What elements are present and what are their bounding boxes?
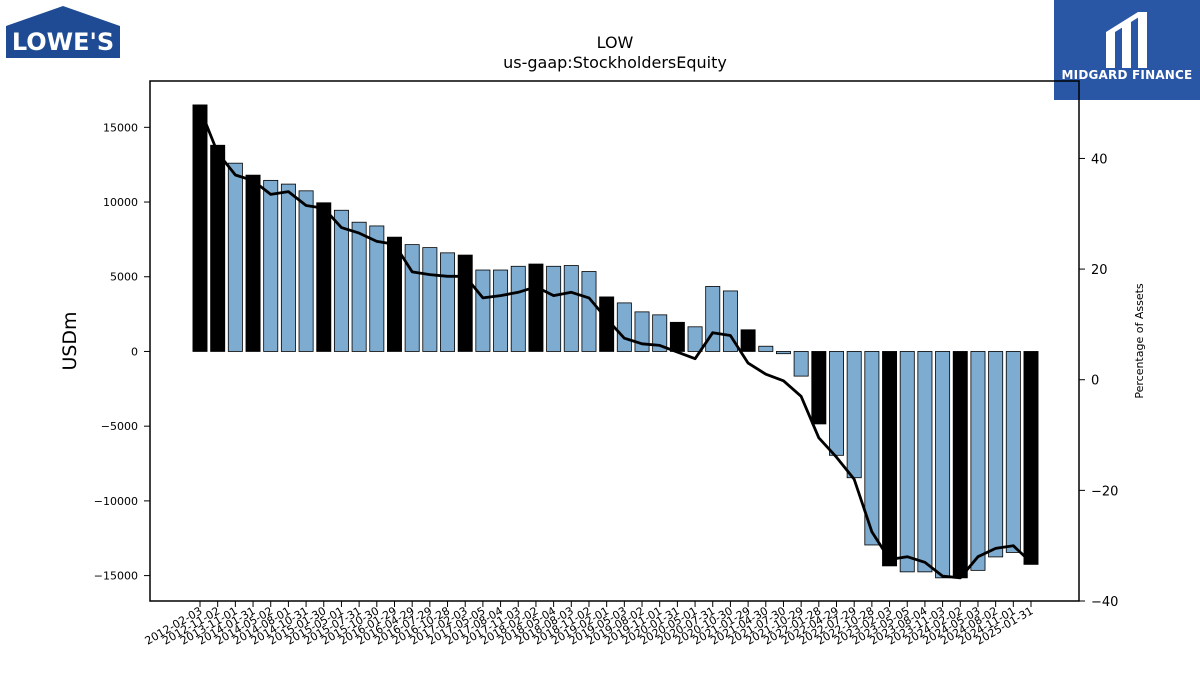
bar-2022-01-28 bbox=[899, 351, 915, 573]
y2-tick-label: 40 bbox=[1091, 152, 1108, 167]
bar-2015-05-01 bbox=[422, 247, 438, 352]
bar-2012-08-03 bbox=[227, 162, 243, 352]
bar-2020-07-31 bbox=[793, 351, 809, 377]
chart-subtitle: us-gaap:StockholdersEquity bbox=[503, 53, 727, 72]
bar-2017-02-03 bbox=[546, 265, 562, 352]
bar-2015-07-31 bbox=[440, 252, 456, 352]
plot-frame bbox=[149, 80, 1080, 602]
bar-2018-11-02 bbox=[669, 321, 685, 352]
bar-2016-01-29 bbox=[475, 269, 491, 352]
bar-2017-11-03 bbox=[599, 296, 615, 352]
bar-2021-04-30 bbox=[846, 351, 862, 479]
y-tick-label: −5000 bbox=[101, 420, 138, 433]
bar-2022-07-29 bbox=[935, 351, 951, 579]
lowes-logo: LOWE'S bbox=[6, 6, 120, 58]
bar-2014-05-02 bbox=[351, 221, 367, 352]
lowes-logo-text: LOWE'S bbox=[12, 28, 114, 56]
bar-2021-01-29 bbox=[829, 351, 844, 456]
bar-2012-05-04 bbox=[210, 144, 226, 352]
bar-2018-08-03 bbox=[652, 314, 668, 352]
y-tick-label: −10000 bbox=[94, 495, 138, 508]
bar-2012-11-02 bbox=[245, 174, 261, 352]
y2-axis-label: Percentage of Assets bbox=[1133, 283, 1146, 399]
bar-2014-01-31 bbox=[333, 209, 349, 352]
y-tick-label: 10000 bbox=[103, 196, 138, 209]
bar-2023-02-03 bbox=[970, 351, 986, 571]
bar-2020-10-30 bbox=[811, 351, 827, 425]
y-tick-label: 5000 bbox=[110, 271, 138, 284]
bar-2012-02-03 bbox=[192, 104, 208, 352]
bar-2016-07-29 bbox=[510, 265, 526, 352]
bar-2015-01-30 bbox=[404, 244, 420, 352]
bar-2020-01-31 bbox=[758, 345, 774, 352]
bar-2013-08-02 bbox=[298, 190, 314, 352]
bar-2023-11-03 bbox=[1023, 351, 1039, 565]
midgard-finance-text: MIDGARD FINANCE bbox=[1061, 68, 1193, 82]
bar-2021-07-30 bbox=[864, 351, 880, 546]
bar-2014-08-01 bbox=[369, 225, 385, 352]
bar-2019-05-03 bbox=[705, 286, 721, 352]
bar-2022-10-28 bbox=[952, 351, 968, 579]
y-tick-label: 15000 bbox=[103, 121, 138, 134]
bar-2014-10-31 bbox=[387, 236, 402, 352]
y2-tick-label: −20 bbox=[1091, 484, 1118, 499]
bar-2013-11-01 bbox=[316, 202, 332, 352]
bar-2017-05-05 bbox=[563, 265, 579, 352]
pct-assets-line bbox=[198, 108, 1032, 580]
y2-tick-label: 20 bbox=[1091, 263, 1108, 278]
y-axis-label: USDm bbox=[59, 311, 81, 370]
bar-2013-02-01 bbox=[263, 179, 279, 352]
bar-2013-05-03 bbox=[280, 183, 296, 352]
bar-2018-02-02 bbox=[616, 302, 632, 352]
bar-2021-10-29 bbox=[882, 351, 898, 567]
bar-2023-05-05 bbox=[988, 351, 1004, 558]
bar-2019-11-01 bbox=[740, 329, 756, 352]
chart-title: LOW bbox=[597, 33, 634, 52]
y-tick-label: 0 bbox=[131, 345, 138, 358]
bar-2015-10-30 bbox=[457, 254, 473, 352]
bar-2016-10-28 bbox=[528, 263, 544, 352]
bar-2019-02-01 bbox=[687, 326, 703, 352]
bar-2020-05-01 bbox=[775, 351, 791, 355]
bar-2023-08-04 bbox=[1005, 351, 1021, 553]
y-tick-label: −15000 bbox=[94, 570, 138, 583]
y2-tick-label: −40 bbox=[1091, 595, 1118, 610]
bar-2017-08-04 bbox=[581, 271, 597, 352]
y2-tick-label: 0 bbox=[1091, 374, 1099, 389]
midgard-m-icon bbox=[1106, 12, 1147, 68]
bar-2022-04-29 bbox=[917, 351, 933, 573]
bar-2016-04-29 bbox=[493, 269, 509, 352]
